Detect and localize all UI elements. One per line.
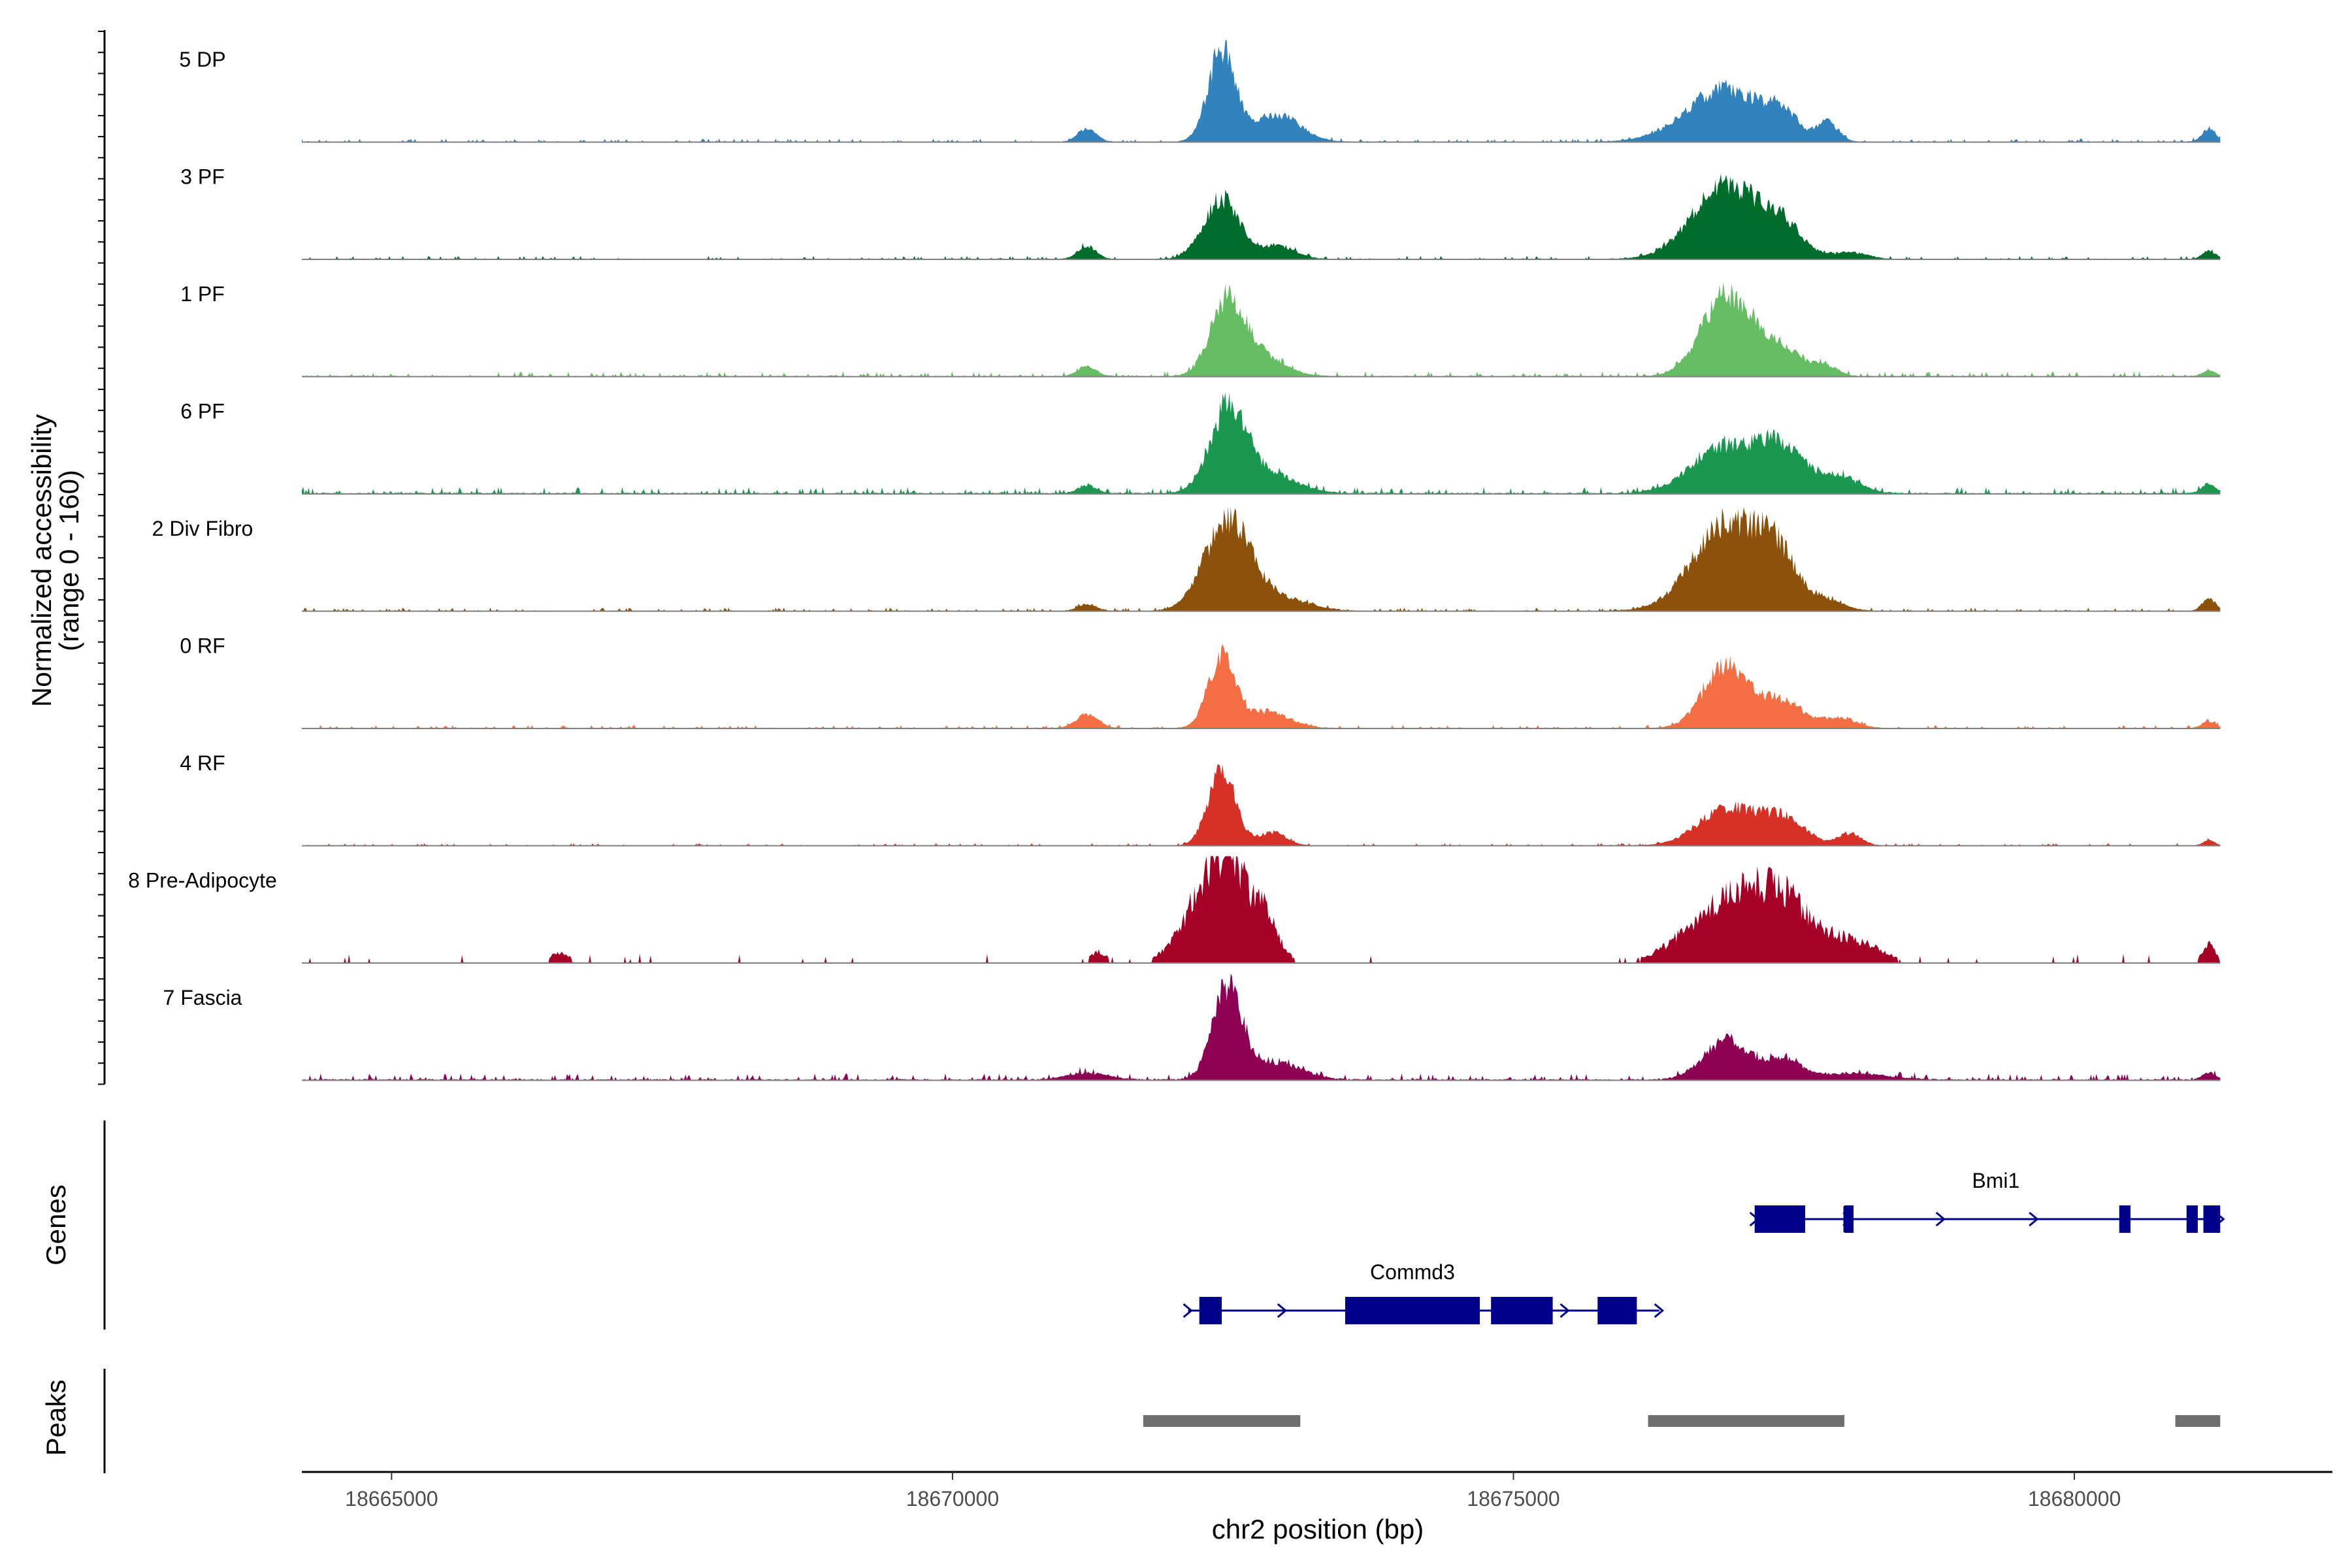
- track-1-pf: 1 PF: [180, 282, 2221, 378]
- gene-exon: [1754, 1205, 1805, 1233]
- track-0-rf: 0 RF: [180, 634, 2221, 729]
- gene-exon: [1491, 1297, 1553, 1324]
- gene-exon: [2203, 1205, 2221, 1233]
- genes-track-title: Genes: [41, 1184, 71, 1266]
- peaks-track: [103, 1369, 2221, 1473]
- gene-exon: [1844, 1205, 1854, 1233]
- gene-commd3: Commd3: [1183, 1260, 1665, 1324]
- strand-arrow: [1935, 1211, 1946, 1227]
- peak-region: [1143, 1415, 1301, 1427]
- x-tick-label: 18670000: [906, 1487, 999, 1511]
- coverage-area-4-rf: [302, 764, 2221, 846]
- gene-label: Commd3: [1370, 1260, 1455, 1284]
- track-8-pre-adipocyte: 8 Pre-Adipocyte: [128, 856, 2221, 964]
- strand-arrow: [2029, 1211, 2039, 1227]
- y-axis-range-label: (range 0 - 160): [54, 470, 84, 651]
- track-label: 5 DP: [179, 48, 225, 71]
- gene-bmi1: Bmi1: [1749, 1169, 2225, 1233]
- coverage-area-5-dp: [302, 39, 2221, 142]
- gene-exon: [1199, 1297, 1222, 1324]
- track-label: 0 RF: [180, 634, 225, 658]
- track-5-dp: 5 DP: [179, 39, 2221, 143]
- track-label: 2 Div Fibro: [152, 517, 253, 540]
- coverage-area-8-pre-adipocyte: [302, 856, 2221, 963]
- peak-region: [2175, 1415, 2221, 1427]
- gene-exon: [2119, 1205, 2131, 1233]
- coverage-area-3-pf: [302, 174, 2221, 259]
- track-label: 6 PF: [180, 400, 225, 423]
- strand-arrow: [1654, 1303, 1665, 1318]
- peaks-track-title: Peaks: [41, 1380, 71, 1456]
- gene-label: Bmi1: [1972, 1169, 2019, 1192]
- track-7-fascia: 7 Fascia: [163, 973, 2221, 1081]
- track-4-rf: 4 RF: [180, 751, 2221, 847]
- strand-arrow: [1560, 1303, 1570, 1318]
- track-label: 1 PF: [180, 282, 225, 306]
- x-tick-label: 18665000: [345, 1487, 438, 1511]
- gene-exon: [1345, 1297, 1480, 1324]
- coverage-area-7-fascia: [302, 973, 2221, 1081]
- track-label: 4 RF: [180, 751, 225, 775]
- peak-region: [1648, 1415, 1845, 1427]
- x-tick-label: 18680000: [2028, 1487, 2121, 1511]
- coverage-area-0-rf: [302, 644, 2221, 728]
- strand-arrow: [1277, 1303, 1288, 1318]
- coverage-tracks: 5 DP 3 PF 1 PF 6 PF 2 Div Fibro 0 RF 4 RF 8 Pre…: [98, 30, 2221, 1085]
- x-axis: 18665000 18670000 18675000 18680000: [302, 1471, 2332, 1511]
- y-axis-title: Normalized accessibility: [26, 414, 57, 707]
- track-6-pf: 6 PF: [180, 392, 2221, 495]
- coverage-area-6-pf: [302, 392, 2221, 494]
- gene-exon: [1597, 1297, 1637, 1324]
- strand-arrow: [1183, 1303, 1193, 1318]
- gene-exon: [2186, 1205, 2198, 1233]
- track-label: 8 Pre-Adipocyte: [128, 869, 277, 892]
- x-tick-label: 18675000: [1467, 1487, 1560, 1511]
- track-2-div-fibro: 2 Div Fibro: [152, 506, 2221, 612]
- coverage-area-1-pf: [302, 282, 2221, 377]
- x-axis-title: chr2 position (bp): [1212, 1514, 1424, 1544]
- coverage-area-2-div-fibro: [302, 506, 2221, 612]
- track-label: 3 PF: [180, 165, 225, 189]
- gene-annotation-track: Bmi1 Commd3: [103, 1120, 2225, 1330]
- track-3-pf: 3 PF: [180, 165, 2221, 260]
- track-label: 7 Fascia: [163, 986, 242, 1009]
